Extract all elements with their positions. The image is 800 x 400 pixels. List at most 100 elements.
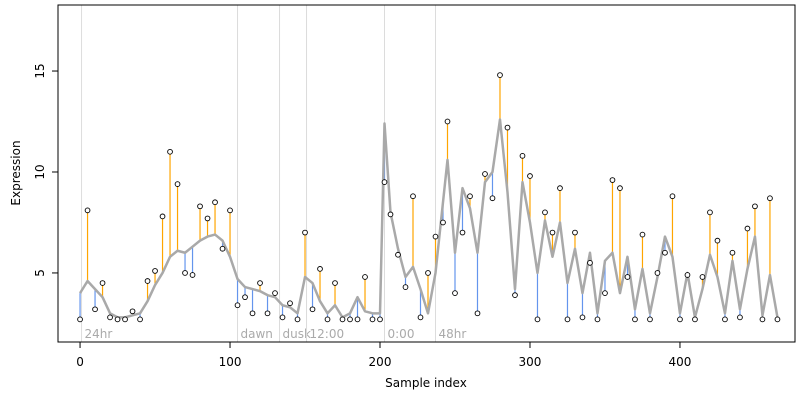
data-point [579,314,586,321]
data-point [417,314,424,321]
data-point [729,249,736,256]
event-label: 0:00 [388,327,415,341]
data-point [381,179,388,185]
data-point [309,306,316,313]
data-point [632,316,638,323]
data-point [684,272,691,278]
data-point [144,278,151,284]
data-point [714,237,721,244]
data-point [752,203,758,210]
data-point [737,314,743,321]
data-point [369,316,376,323]
event-label: 24hr [85,327,113,341]
data-point [432,233,439,240]
data-point [452,290,458,296]
data-point [774,316,781,323]
data-point [707,209,713,216]
data-point [402,284,409,290]
data-point [167,148,173,155]
data-point [759,316,766,323]
data-point [425,270,431,276]
y-tick-label: 5 [33,269,47,277]
data-point [77,316,83,323]
data-point [647,316,653,323]
data-point [272,290,278,296]
fit-line [78,118,779,319]
data-point [662,249,668,256]
data-point [362,274,368,280]
data-point [302,229,308,236]
data-point [197,203,203,210]
plot-frame [57,4,796,343]
data-point [609,177,616,183]
x-tick-label: 300 [519,355,542,369]
data-point [624,274,631,280]
data-point [669,193,676,200]
event-label: 12:00 [310,327,345,341]
data-point [587,259,593,266]
data-point [444,118,451,125]
data-point [219,245,226,252]
data-point [279,314,286,321]
data-point [410,193,416,200]
data-point [189,272,196,278]
data-point [387,211,394,218]
data-point [602,290,608,296]
data-point [549,229,556,236]
data-point [227,207,233,214]
data-point [482,171,488,177]
data-point [654,270,661,276]
data-point [152,268,158,274]
data-point [474,310,481,317]
data-point [294,316,301,323]
x-tick-label: 0 [76,355,84,369]
x-tick-label: 400 [669,355,692,369]
data-point [107,314,113,321]
data-point [339,316,346,323]
data-point [159,213,166,220]
x-tick-label: 100 [219,355,242,369]
event-label: 48hr [438,327,466,341]
data-point [182,270,188,276]
data-point [639,231,646,238]
data-point [114,316,121,323]
y-tick-label: 15 [33,63,47,78]
data-point [99,280,106,286]
data-point [174,181,181,187]
data-point [137,316,143,323]
data-point [347,316,353,323]
data-point [744,225,751,232]
data-point [557,185,563,191]
data-point [767,195,773,202]
data-point [617,185,623,191]
data-point [84,207,91,214]
data-point [534,316,541,323]
data-point [234,302,241,309]
data-point [395,251,401,258]
data-point [527,173,533,179]
data-point [542,209,548,216]
data-point [212,199,218,206]
data-point [264,310,271,317]
data-point [467,193,473,200]
data-point [354,316,361,323]
event-label: dawn [241,327,273,341]
data-point [699,274,706,280]
data-point [332,280,338,286]
data-point [92,306,98,313]
x-tick-label: 200 [369,355,392,369]
event-label: dusk [283,327,311,341]
data-point [317,266,323,272]
data-point [512,292,518,299]
y-tick-label: 10 [33,164,47,179]
data-point [287,300,293,307]
data-point [257,280,263,286]
data-point [242,294,248,301]
data-point [377,316,383,323]
data-point [122,316,128,323]
data-point [594,316,601,323]
data-point [249,310,256,317]
data-point [459,229,466,236]
data-point [489,195,496,202]
